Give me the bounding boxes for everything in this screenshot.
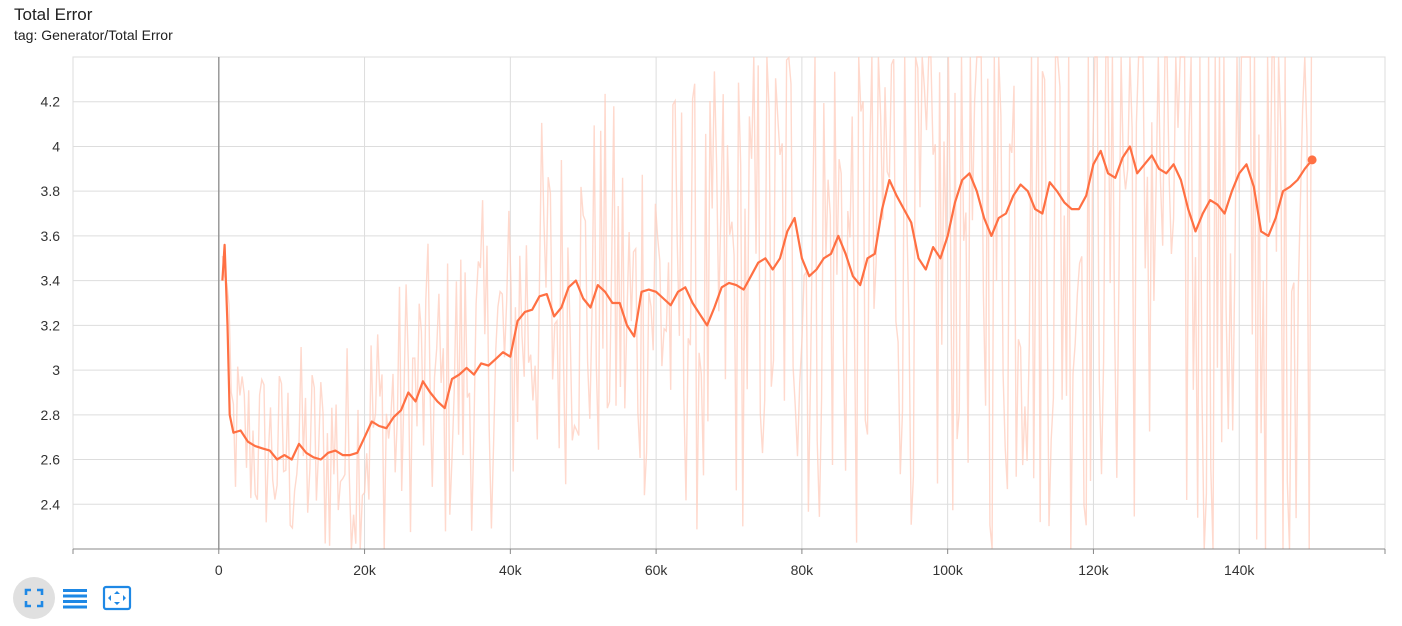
- x-tick-label: 20k: [353, 562, 377, 575]
- y-tick-label: 2.8: [41, 407, 61, 423]
- y-tick-label: 3.6: [41, 228, 61, 244]
- y-tick-label: 3: [52, 362, 60, 378]
- toggle-y-log-button[interactable]: [54, 577, 96, 619]
- y-tick-label: 2.4: [41, 496, 61, 512]
- x-tick-label: 60k: [645, 562, 669, 575]
- y-tick-label: 4: [52, 138, 60, 154]
- y-tick-label: 3.2: [41, 317, 61, 333]
- x-tick-label: 100k: [932, 562, 963, 575]
- chart-subtitle: tag: Generator/Total Error: [14, 27, 173, 43]
- x-tick-label: 40k: [499, 562, 523, 575]
- x-tick-label: 140k: [1224, 562, 1255, 575]
- chart-title: Total Error: [14, 5, 93, 24]
- y-tick-label: 3.4: [41, 273, 61, 289]
- reset-zoom-button[interactable]: [96, 577, 138, 619]
- fit-domain-button[interactable]: [13, 577, 55, 619]
- smoothed-line: [221, 145, 1313, 461]
- fullscreen-icon: [24, 588, 44, 608]
- y-tick-label: 4.2: [41, 94, 61, 110]
- raw-line: [221, 55, 1313, 550]
- smoothed-series: [221, 145, 1317, 461]
- fit-screen-icon: [102, 585, 132, 611]
- x-tick-label: 0: [215, 562, 223, 575]
- y-tick-label: 2.6: [41, 452, 61, 468]
- x-tick-label: 120k: [1078, 562, 1109, 575]
- last-point-marker[interactable]: [1307, 155, 1317, 165]
- x-tick-label: 80k: [791, 562, 815, 575]
- grid: [72, 56, 1386, 550]
- raw-series: [221, 55, 1313, 550]
- y-tick-label: 3.8: [41, 183, 61, 199]
- line-chart[interactable]: 2.4 2.6 2.8 3 3.2 3.4 3.6 3.8 4 4.2 0 20k 40k 60k 80k 1…: [0, 0, 1402, 575]
- list-icon: [63, 589, 87, 609]
- axes: 2.4 2.6 2.8 3 3.2 3.4 3.6 3.8 4 4.2 0 20k 40k 60k 80k 1…: [41, 94, 1386, 575]
